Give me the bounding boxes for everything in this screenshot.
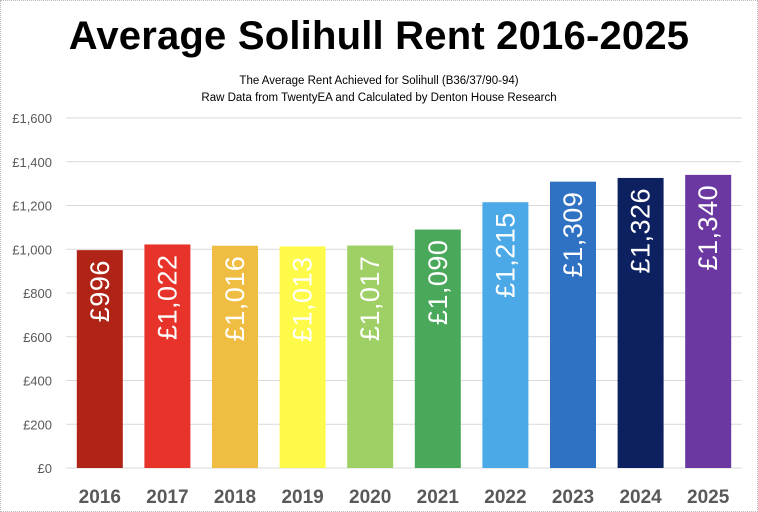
bar (414, 229, 461, 468)
bar (212, 245, 258, 468)
y-tick-label: £800 (23, 286, 52, 301)
bar-data-label: £1,017 (355, 256, 385, 342)
y-tick-label: £1,200 (12, 199, 52, 214)
bar (76, 250, 123, 468)
bar-data-label: £1,016 (220, 256, 250, 342)
chart-title: Average Solihull Rent 2016-2025 (68, 14, 690, 58)
x-tick-label: 2025 (687, 487, 730, 508)
x-tick-label: 2023 (552, 487, 594, 508)
bar (144, 244, 191, 468)
y-tick-label: £1,000 (12, 242, 52, 257)
chart-subtitle-line-2: Raw Data from TwentyEA and Calculated by… (201, 92, 557, 104)
y-tick-label: £400 (23, 374, 52, 389)
x-tick-label: 2024 (619, 487, 662, 508)
bar (617, 177, 664, 468)
y-tick-label: £200 (23, 417, 52, 432)
y-tick-label: £0 (38, 461, 52, 476)
bar (347, 245, 394, 468)
x-tick-label: 2016 (79, 487, 121, 508)
x-tick-label: 2022 (484, 487, 526, 508)
bar-data-label: £1,215 (490, 212, 520, 298)
bar-data-label: £996 (85, 260, 115, 322)
x-tick-label: 2017 (146, 487, 188, 508)
y-tick-label: £1,600 (12, 111, 52, 126)
bar-data-label: £1,326 (626, 188, 656, 274)
x-tick-label: 2019 (281, 487, 323, 508)
x-tick-label: 2018 (214, 487, 256, 508)
bar (685, 174, 732, 468)
bar-data-label: £1,090 (423, 240, 453, 326)
bar (279, 246, 326, 468)
bar-data-label: £1,340 (693, 185, 723, 271)
bar (550, 181, 596, 468)
bar (482, 202, 529, 468)
bar-data-label: £1,022 (152, 254, 182, 340)
bar-data-label: £1,013 (288, 256, 318, 342)
x-tick-label: 2020 (349, 487, 391, 508)
chart-subtitle-line-1: The Average Rent Achieved for Solihull (… (239, 75, 519, 87)
x-tick-label: 2021 (417, 487, 460, 508)
y-tick-label: £600 (23, 330, 52, 345)
bar-data-label: £1,309 (558, 192, 588, 278)
y-tick-label: £1,400 (12, 155, 52, 170)
